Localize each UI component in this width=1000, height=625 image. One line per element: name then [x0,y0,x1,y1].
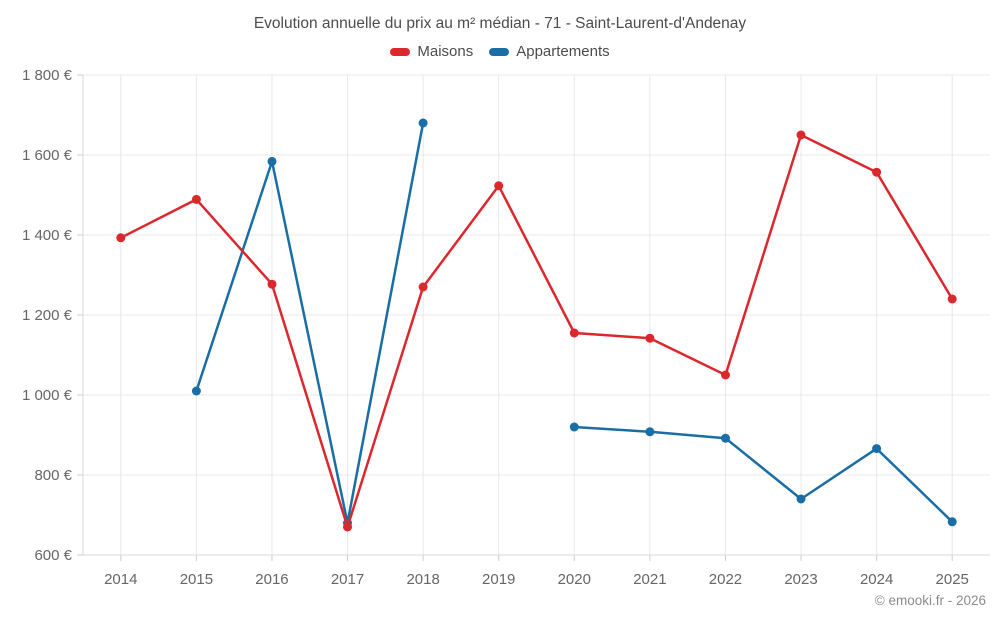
y-axis-labels: 600 € 800 € 1 000 € 1 200 € 1 400 € 1 600 € 1 … [22,67,73,564]
x-tick-label-2024: 2024 [860,571,893,588]
y-tick-label: 1 800 € [22,67,73,84]
point-maisons-2025[interactable] [947,294,957,304]
point-appartements-2020[interactable] [569,422,579,432]
y-tick-label: 1 400 € [22,227,73,244]
x-tick-label-2023: 2023 [784,571,817,588]
y-tick-label: 600 € [34,547,72,564]
point-maisons-2021[interactable] [645,333,655,343]
point-maisons-2016[interactable] [267,279,277,289]
y-tick-label: 1 600 € [22,147,73,164]
legend-swatch-maisons [390,47,411,56]
point-maisons-2015[interactable] [191,194,201,204]
x-tick-label-2018: 2018 [406,571,439,588]
legend-label-maisons: Maisons [417,43,474,60]
x-tick-label-2021: 2021 [633,571,666,588]
point-maisons-2017[interactable] [343,522,352,532]
point-maisons-2019[interactable] [494,181,504,191]
point-appartements-2021[interactable] [645,427,655,437]
point-appartements-2016[interactable] [267,156,277,166]
point-appartements-2025[interactable] [947,517,957,527]
point-appartements-2022[interactable] [721,433,730,443]
point-appartements-2023[interactable] [796,494,806,504]
point-maisons-2014[interactable] [116,233,126,243]
y-tick-label: 1 200 € [22,307,73,324]
legend-label-appartements: Appartements [516,43,610,60]
x-axis-labels: 2014 2015 2016 2017 2018 2019 2020 2021 2022 2023… [104,571,969,588]
x-tick-label-2016: 2016 [255,571,288,588]
point-maisons-2024[interactable] [872,167,882,177]
point-maisons-2020[interactable] [569,328,579,338]
series-appartements-line [195,121,425,525]
point-maisons-2023[interactable] [796,130,806,140]
gridlines [83,74,990,556]
copyright-credit: © emooki.fr - 2026 [874,593,986,608]
series-maisons [116,130,957,532]
legend-swatch-appartements [489,47,510,56]
point-appartements-2018[interactable] [418,118,428,128]
x-tick-label-2015: 2015 [180,571,213,588]
y-tick-label: 1 000 € [22,387,73,404]
series-maisons-line [119,133,954,529]
x-tick-label-2017: 2017 [331,571,364,588]
legend-item-appartements[interactable]: Appartements [489,43,610,60]
x-tick-label-2025: 2025 [936,571,969,588]
y-tick-label: 800 € [34,467,72,484]
axis-ticks [77,74,953,561]
chart-legend: Maisons Appartements [0,43,1000,60]
point-appartements-2015[interactable] [191,386,201,396]
chart-title: Evolution annuelle du prix au m² médian … [253,15,747,32]
point-maisons-2018[interactable] [418,282,428,292]
x-tick-label-2020: 2020 [558,571,591,588]
point-appartements-2024[interactable] [872,444,882,454]
x-tick-label-2014: 2014 [104,571,137,588]
point-maisons-2022[interactable] [721,370,730,380]
series-appartements-line [573,425,954,524]
x-tick-label-2022: 2022 [709,571,742,588]
legend-item-maisons[interactable]: Maisons [390,43,473,60]
x-tick-label-2019: 2019 [482,571,515,588]
